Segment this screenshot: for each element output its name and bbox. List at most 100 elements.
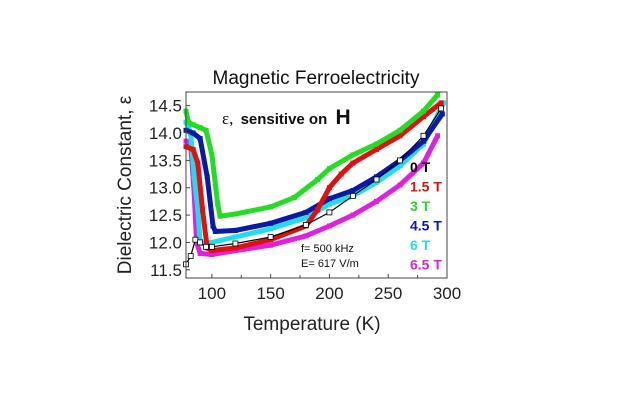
data-point <box>421 108 426 114</box>
data-point <box>397 133 403 139</box>
data-point <box>421 114 426 120</box>
data-point <box>438 105 445 112</box>
series-line <box>183 100 446 246</box>
data-point <box>187 253 194 260</box>
data-point <box>197 125 203 131</box>
data-point <box>373 176 380 183</box>
data-point <box>435 133 441 139</box>
y-axis-title: Dielectric Constant, ε <box>115 95 136 274</box>
data-point <box>439 111 445 117</box>
series-0-t <box>183 105 445 268</box>
y-tick-label: 12.5 <box>149 206 182 225</box>
data-point <box>197 239 204 246</box>
data-point <box>435 92 441 98</box>
data-point <box>191 174 197 180</box>
legend-item: 3 T <box>410 198 431 214</box>
legend-item: 4.5 T <box>410 218 442 234</box>
data-point <box>374 198 379 204</box>
data-point <box>397 127 403 133</box>
data-point <box>209 239 215 245</box>
y-tick-label: 12.0 <box>149 233 182 252</box>
data-point <box>209 152 215 158</box>
data-point <box>268 226 274 232</box>
data-point <box>350 160 356 166</box>
frequency-annotation: f= 500 kHz <box>301 243 354 255</box>
data-point <box>397 182 403 188</box>
series-layer <box>183 92 446 268</box>
headline-bold: H <box>335 106 350 129</box>
data-point <box>303 215 309 221</box>
data-point <box>397 157 403 164</box>
data-point <box>190 146 196 152</box>
chart-title: Magnetic Ferroelectricity <box>213 68 420 89</box>
plot-frame <box>185 91 448 279</box>
data-point <box>397 163 403 169</box>
data-point <box>232 227 238 233</box>
data-point <box>349 192 356 199</box>
legend-item: 1.5 T <box>410 179 442 195</box>
headline-text: sensitive on <box>241 111 328 128</box>
data-point <box>326 209 333 216</box>
data-point <box>421 138 426 144</box>
data-point <box>209 248 215 254</box>
data-point <box>232 245 238 251</box>
y-tick-label: 13.0 <box>149 179 182 198</box>
data-point <box>438 100 444 106</box>
data-point <box>315 177 321 182</box>
data-point <box>197 250 203 256</box>
data-point <box>326 196 332 202</box>
x-tick-label: 200 <box>315 284 343 303</box>
data-point <box>232 234 238 240</box>
data-point <box>291 195 297 201</box>
data-point <box>195 160 201 166</box>
data-point <box>185 119 191 125</box>
data-point <box>350 188 356 193</box>
data-point <box>374 146 379 152</box>
data-point <box>232 211 238 217</box>
legend-item: 6 T <box>410 237 431 253</box>
data-point <box>420 132 427 139</box>
x-axis: 100 150 200 250 300 <box>198 274 461 303</box>
data-point <box>203 127 209 133</box>
data-point <box>374 141 379 147</box>
data-point <box>326 223 332 229</box>
data-point <box>350 152 356 158</box>
data-point <box>195 207 201 213</box>
y-axis: 11.5 12.0 12.5 13.0 13.5 14.0 14.5 <box>149 97 190 280</box>
data-point <box>268 204 274 210</box>
series-line <box>183 133 441 257</box>
data-point <box>350 212 356 218</box>
headline-symbol: ε, <box>222 109 233 128</box>
data-point <box>212 229 218 234</box>
data-point <box>190 130 196 136</box>
data-point <box>232 240 239 247</box>
data-point <box>303 233 309 239</box>
x-tick-label: 300 <box>433 284 461 303</box>
data-point <box>210 223 216 229</box>
field-annotation: E= 617 V/m <box>301 258 359 270</box>
data-point <box>215 201 221 207</box>
data-point <box>232 248 238 254</box>
data-point <box>209 252 215 257</box>
x-tick-label: 100 <box>198 284 226 303</box>
data-point <box>315 207 321 213</box>
data-point <box>190 122 196 128</box>
data-point <box>326 201 332 207</box>
data-point <box>268 242 274 248</box>
data-point <box>326 166 332 172</box>
data-point <box>303 209 309 215</box>
y-tick-label: 11.5 <box>150 261 182 280</box>
data-point <box>200 207 205 213</box>
data-point <box>267 234 274 240</box>
data-point <box>421 160 426 166</box>
x-axis-title: Temperature (K) <box>243 314 380 335</box>
data-point <box>326 185 332 191</box>
x-tick-label: 250 <box>374 284 402 303</box>
legend-item: 6.5 T <box>410 257 442 273</box>
data-point <box>192 236 199 243</box>
legend-item: 0 T <box>410 159 431 175</box>
y-tick-label: 14.5 <box>149 97 182 116</box>
x-tick-label: 150 <box>256 284 284 303</box>
data-point <box>338 171 344 177</box>
